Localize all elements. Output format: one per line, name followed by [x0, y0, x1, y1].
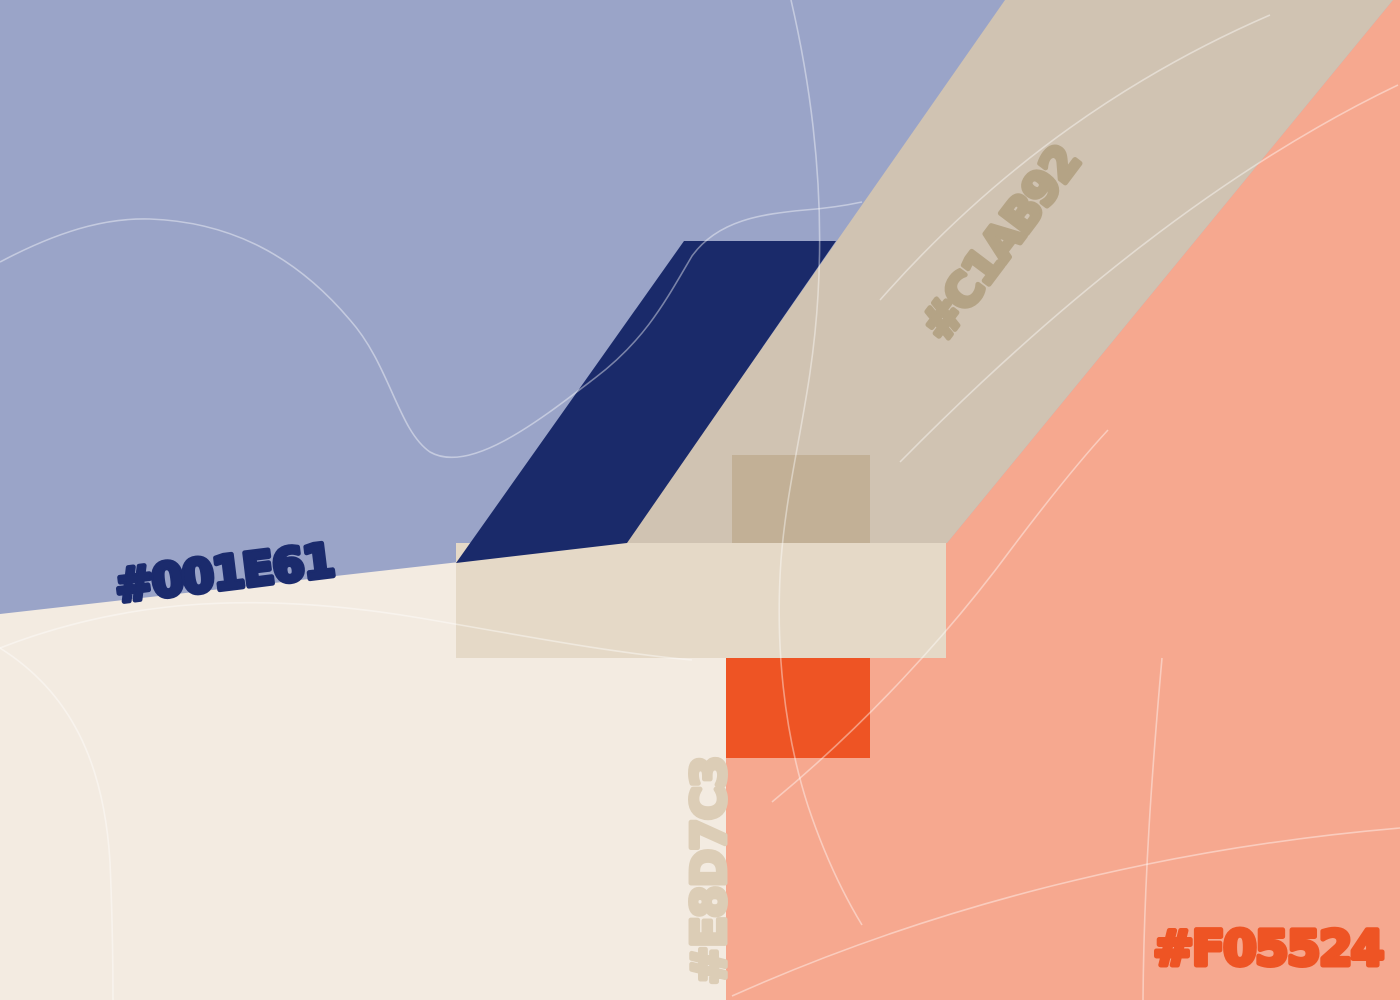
decorative-arc-vertical: [778, 0, 863, 926]
beige-band: [456, 543, 946, 658]
decorative-arc-tan-lower: [899, 84, 1399, 463]
decorative-arc-salmon-bottom: [731, 827, 1400, 997]
decorative-arc-corner: [0, 647, 114, 1000]
decorative-arc-salmon-vertical: [1142, 657, 1163, 1000]
color-label-beige: #E8D7C3: [682, 757, 736, 984]
tan-square: [732, 455, 870, 543]
decorative-arc-wave: [0, 201, 863, 459]
salmon-region: [726, 0, 1400, 1000]
decorative-arc-tan-upper: [879, 14, 1271, 301]
navy-parallelogram: [456, 241, 836, 563]
decorative-arc-cream: [0, 601, 693, 661]
color-label-orange: #F05524: [1153, 921, 1383, 977]
tan-diagonal-band: [626, 0, 1393, 543]
decorative-arc-salmon-diagonal: [771, 429, 1109, 803]
orange-square: [726, 658, 870, 758]
